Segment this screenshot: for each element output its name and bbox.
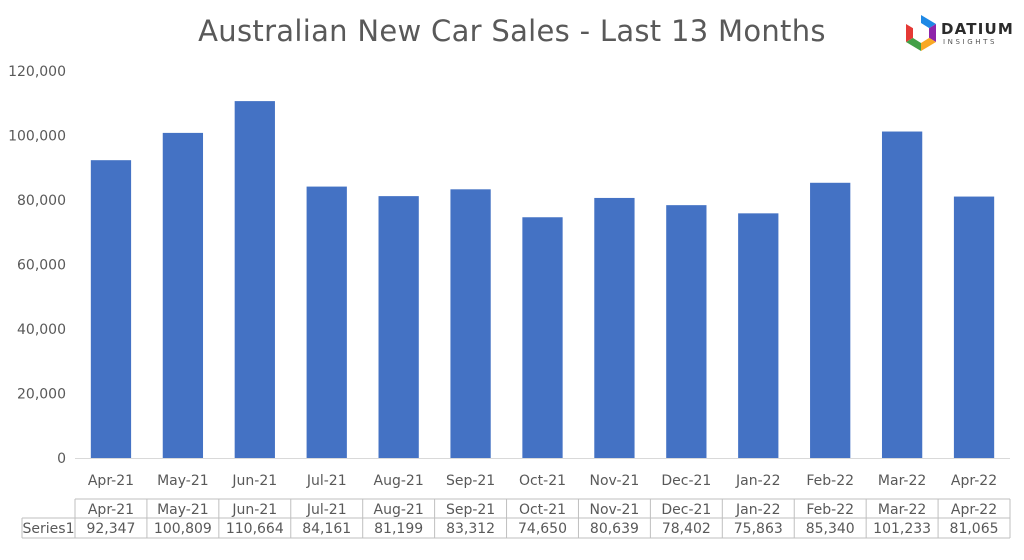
table-value-cell: 110,664 [226, 521, 284, 537]
bar-jun-21 [234, 101, 275, 459]
y-tick-label: 100,000 [8, 129, 66, 145]
y-tick-label: 60,000 [17, 258, 66, 274]
table-header-cell: Oct-21 [519, 502, 566, 518]
y-tick-label: 0 [57, 451, 66, 467]
table-value-cell: 83,312 [446, 521, 495, 537]
x-tick-label: Sep-21 [446, 473, 495, 489]
logo-mark-icon [906, 15, 936, 51]
y-tick-label: 120,000 [8, 64, 66, 80]
table-header-cell: Apr-22 [951, 502, 997, 518]
data-table: Apr-21 92,347 May-21 100,809 Jun-21 110,664 Ju… [21, 498, 1011, 539]
bar-oct-21 [522, 217, 563, 458]
x-tick-label: Apr-22 [951, 473, 997, 489]
table-value-cell: 85,340 [806, 521, 855, 537]
table-header-cell: Nov-21 [590, 502, 640, 518]
bar-dec-21 [666, 205, 707, 458]
y-tick-label: 40,000 [17, 322, 66, 338]
chart-title: Australian New Car Sales - Last 13 Month… [198, 14, 826, 48]
bar-nov-21 [594, 197, 635, 459]
table-value-cell: 80,639 [590, 521, 639, 537]
x-tick-label: Jun-21 [231, 473, 277, 489]
table-header-cell: Sep-21 [446, 502, 495, 518]
table-header-cell: Jan-22 [735, 502, 780, 518]
x-tick-label: Apr-21 [88, 473, 134, 489]
table-value-cell: 101,233 [873, 521, 931, 537]
y-tick-label: 20,000 [17, 387, 66, 403]
table-header-cell: Jun-21 [231, 502, 277, 518]
table-value-cell: 92,347 [86, 521, 135, 537]
table-header-cell: Dec-21 [661, 502, 711, 518]
x-tick-label: Feb-22 [806, 473, 854, 489]
bar-aug-21 [378, 196, 419, 458]
table-value-cell: 81,065 [950, 521, 999, 537]
x-tick-label: Jan-22 [735, 473, 780, 489]
y-axis-ticks: 0 20,000 40,000 60,000 80,000 100,000 120,000 [8, 64, 66, 467]
datium-logo: DATIUM INSIGHTS [903, 12, 1021, 54]
table-header-cell: Jul-21 [306, 502, 347, 518]
x-tick-label: Nov-21 [590, 473, 640, 489]
table-value-cell: 81,199 [374, 521, 423, 537]
bar-jul-21 [306, 186, 347, 458]
x-tick-label: Jul-21 [306, 473, 347, 489]
bar-mar-22 [881, 131, 923, 459]
table-header-cell: May-21 [157, 502, 209, 518]
logo-word: DATIUM [941, 20, 1015, 38]
table-series-label: Series1 [23, 521, 75, 537]
y-tick-label: 80,000 [17, 193, 66, 209]
x-axis-ticks: Apr-21 May-21 Jun-21 Jul-21 Aug-21 Sep-21 Oct-… [88, 473, 997, 489]
x-tick-label: Mar-22 [878, 473, 926, 489]
bar-apr-21 [90, 160, 132, 459]
bar-jan-22 [738, 213, 779, 458]
x-tick-label: Oct-21 [519, 473, 566, 489]
table-header-cell: Mar-22 [878, 502, 926, 518]
table-header-cell: Apr-21 [88, 502, 134, 518]
table-value-cell: 78,402 [662, 521, 711, 537]
bar-may-21 [162, 132, 204, 458]
bar-sep-21 [450, 189, 491, 459]
table-value-cell: 84,161 [302, 521, 351, 537]
x-tick-label: Dec-21 [661, 473, 711, 489]
logo-subword: INSIGHTS [943, 38, 998, 46]
bar-apr-22 [953, 196, 995, 458]
bars [90, 101, 995, 459]
table-header-cell: Feb-22 [806, 502, 854, 518]
x-tick-label: May-21 [157, 473, 209, 489]
bar-feb-22 [810, 182, 851, 458]
table-header-cell: Aug-21 [374, 502, 424, 518]
table-value-cell: 100,809 [154, 521, 212, 537]
x-tick-label: Aug-21 [374, 473, 424, 489]
table-value-cell: 75,863 [734, 521, 783, 537]
table-value-cell: 74,650 [518, 521, 567, 537]
